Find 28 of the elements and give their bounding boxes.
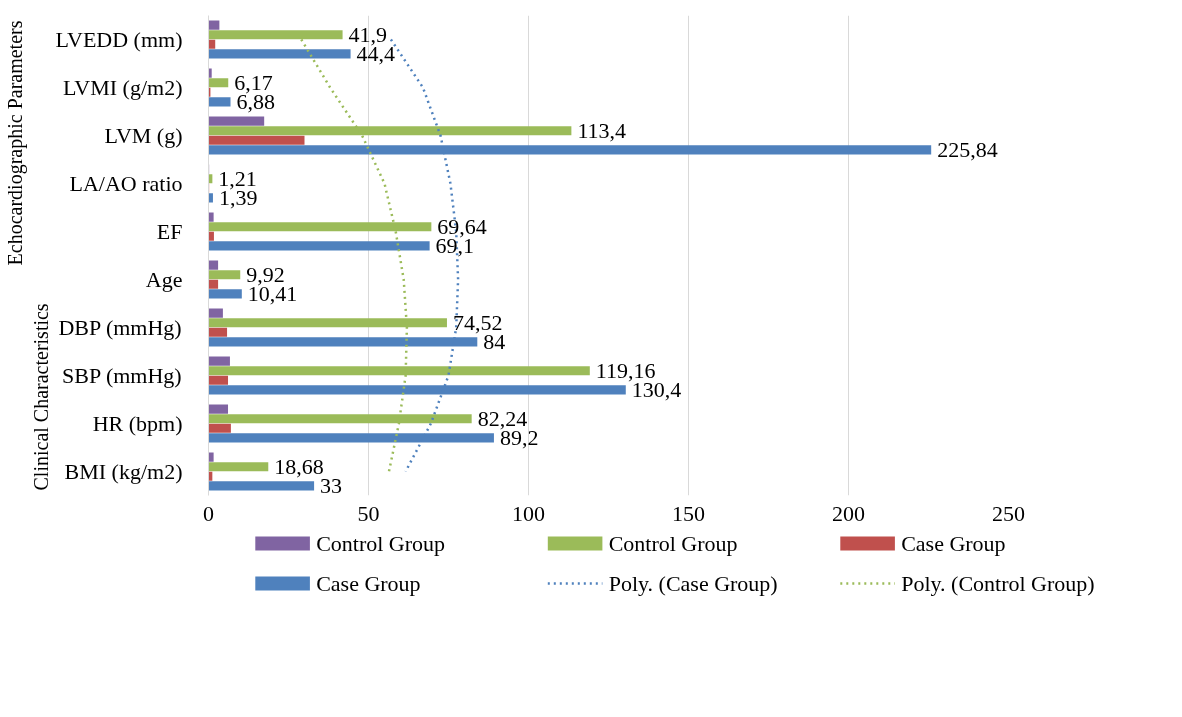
y-tick-label: LA/AO ratio	[69, 171, 183, 196]
data-label: 113,4	[577, 117, 627, 143]
y-tick-label: LVM (g)	[104, 123, 183, 148]
x-tick-label: 100	[512, 500, 545, 526]
y-tick-label: DBP (mmHg)	[58, 315, 182, 340]
y-tick-label: BMI (kg/m2)	[64, 459, 183, 484]
data-label: 74,52	[452, 309, 503, 335]
x-tick-label: 150	[672, 500, 705, 526]
x-tick-label: 0	[203, 500, 214, 526]
text: Clinical Characteristics	[29, 303, 52, 491]
legend-label: Control Group	[316, 531, 446, 556]
legend-label: Poly. (Case Group)	[608, 571, 778, 596]
x-tick-label: 50	[357, 500, 380, 526]
legend-label: Poly. (Control Group)	[901, 571, 1095, 596]
y-tick-label: EF	[156, 219, 183, 244]
y-tick-label: LVEDD (mm)	[55, 27, 183, 52]
legend-label: Case Group	[901, 531, 1006, 556]
text: Echocardiographic Parameters	[3, 20, 27, 266]
data-label: 225,84	[937, 136, 998, 162]
y-tick-label: SBP (mmHg)	[62, 363, 182, 388]
x-tick-label: 250	[992, 500, 1025, 526]
y-tick-label: Age	[145, 267, 183, 292]
legend-label: Control Group	[608, 531, 738, 556]
y-tick-label: HR (bpm)	[92, 411, 183, 436]
data-label: 18,68	[274, 453, 324, 479]
legend-label: Case Group	[316, 571, 421, 596]
x-tick-label: 200	[832, 500, 865, 526]
y-tick-label: LVMI (g/m2)	[62, 75, 183, 100]
